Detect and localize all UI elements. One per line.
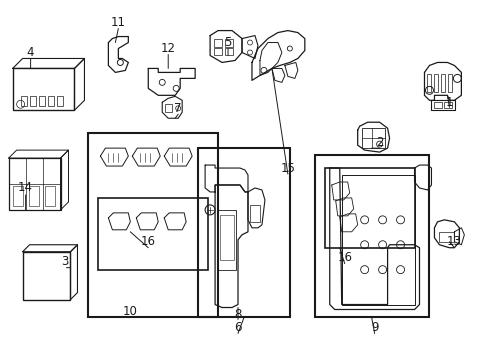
- Bar: [13, 68, 74, 110]
- Text: 8: 8: [234, 308, 241, 321]
- Bar: [98, 198, 208, 270]
- Bar: [88, 133, 218, 318]
- Text: 7: 7: [174, 102, 182, 115]
- Bar: [214, 48, 222, 55]
- Text: 12: 12: [161, 42, 175, 55]
- Bar: [224, 39, 233, 46]
- Text: 13: 13: [446, 235, 461, 248]
- Text: 3: 3: [61, 255, 68, 268]
- Bar: [20, 96, 26, 106]
- Bar: [39, 96, 44, 106]
- Bar: [444, 102, 451, 108]
- Text: 1: 1: [445, 96, 452, 109]
- Bar: [361, 128, 384, 148]
- Text: 14: 14: [18, 181, 33, 194]
- Bar: [433, 75, 438, 92]
- Bar: [44, 186, 55, 206]
- Text: 10: 10: [122, 305, 138, 318]
- Text: 2: 2: [375, 136, 383, 149]
- Bar: [30, 96, 36, 106]
- Text: 6: 6: [234, 321, 241, 334]
- Bar: [218, 210, 236, 270]
- Bar: [249, 205, 260, 222]
- Text: 4: 4: [27, 46, 34, 59]
- Bar: [22, 252, 70, 300]
- Bar: [29, 186, 39, 206]
- Bar: [214, 39, 222, 46]
- Bar: [198, 148, 289, 318]
- Text: 9: 9: [370, 321, 378, 334]
- Bar: [47, 96, 53, 106]
- Text: 15: 15: [280, 162, 295, 175]
- Bar: [439, 232, 453, 242]
- Bar: [9, 158, 61, 210]
- Bar: [220, 215, 234, 260]
- Bar: [433, 102, 442, 108]
- Bar: [57, 96, 62, 106]
- Text: 16: 16: [141, 235, 156, 248]
- Bar: [447, 75, 451, 92]
- Bar: [314, 155, 428, 318]
- Bar: [13, 186, 22, 206]
- Bar: [324, 168, 414, 248]
- Bar: [224, 48, 233, 55]
- Text: 11: 11: [111, 16, 125, 29]
- Bar: [427, 75, 430, 92]
- Bar: [341, 175, 414, 305]
- Text: 5: 5: [224, 36, 231, 49]
- Bar: [165, 104, 172, 112]
- Text: 16: 16: [337, 251, 351, 264]
- Bar: [441, 75, 445, 92]
